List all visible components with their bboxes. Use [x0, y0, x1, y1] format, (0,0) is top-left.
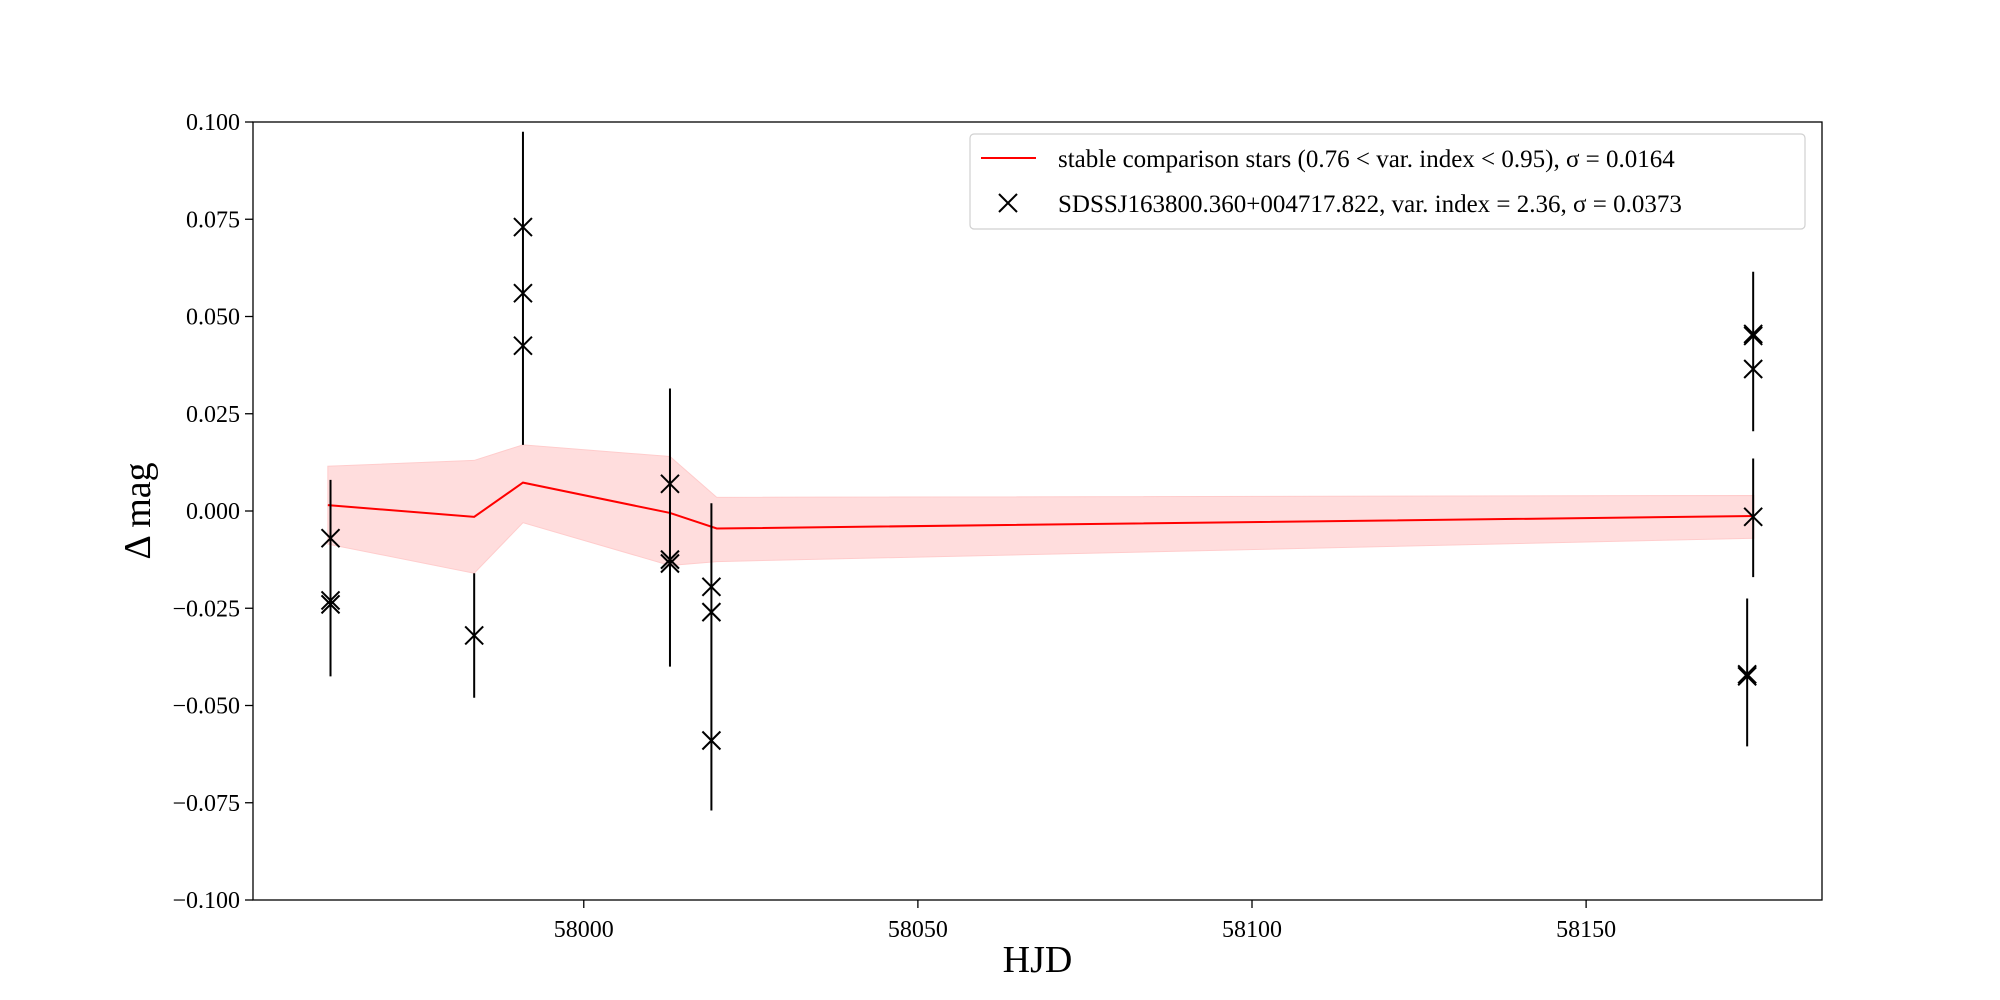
marker-stroke	[660, 549, 680, 570]
marker-stroke	[320, 594, 341, 615]
marker-stroke	[1743, 359, 1763, 379]
marker-stroke	[701, 730, 722, 751]
data-point	[320, 528, 341, 548]
y-tick-label: −0.075	[172, 791, 240, 817]
y-tick-label: −0.025	[172, 596, 240, 622]
x-tick-label: 58000	[554, 917, 614, 943]
marker-stroke	[701, 602, 722, 622]
legend-marker	[998, 193, 1018, 213]
axis-ticks: 0.100 0.075 0.050 0.025 0.000 −0.025 −0.050 −0.…	[172, 110, 1616, 943]
y-tick-label: −0.100	[172, 888, 240, 914]
marker-stroke	[1743, 507, 1763, 527]
data-point	[1743, 507, 1763, 527]
legend-entry-target-star: SDSSJ163800.360+004717.822, var. index =…	[1058, 191, 1682, 218]
data-point	[1743, 324, 1763, 344]
data-point	[513, 283, 533, 303]
marker-stroke	[320, 590, 341, 611]
legend-box	[969, 133, 1806, 230]
x-tick-label: 58050	[888, 917, 948, 943]
data-point	[320, 594, 341, 615]
data-point	[701, 577, 722, 597]
legend-marker-swatch	[998, 193, 1018, 213]
x-axis-label: HJD	[1003, 939, 1073, 981]
data-point	[1743, 359, 1763, 379]
marker-stroke	[513, 335, 533, 356]
marker-stroke	[464, 625, 484, 646]
y-tick-label: 0.050	[186, 305, 240, 331]
data-point	[513, 335, 533, 356]
data-point	[1743, 326, 1763, 346]
marker-stroke	[701, 577, 722, 597]
y-tick-label: −0.050	[172, 694, 240, 720]
data-point	[1737, 664, 1757, 685]
y-tick-label: 0.075	[186, 207, 240, 233]
data-point	[701, 602, 722, 622]
data-point	[701, 730, 722, 751]
x-tick-label: 58150	[1556, 917, 1616, 943]
y-tick-label: 0.025	[186, 402, 240, 428]
marker-stroke	[513, 217, 533, 237]
data-point	[660, 549, 680, 570]
legend: stable comparison stars (0.76 < var. ind…	[969, 133, 1806, 230]
comparison-band	[327, 444, 1755, 574]
marker-stroke	[660, 474, 680, 494]
marker-stroke	[513, 283, 533, 303]
marker-stroke	[998, 193, 1018, 213]
marker-stroke	[1737, 664, 1757, 685]
comparison-line	[327, 481, 1754, 530]
marker-stroke	[320, 528, 341, 548]
y-tick-label: 0.100	[186, 110, 240, 136]
marker-stroke	[1743, 326, 1763, 346]
marker-stroke	[1743, 324, 1763, 344]
marker-stroke	[1737, 666, 1757, 687]
data-point	[660, 553, 680, 574]
data-point	[320, 590, 341, 611]
data-point	[464, 625, 484, 646]
data-point	[660, 474, 680, 494]
x-tick-label: 58100	[1222, 917, 1282, 943]
data-point	[513, 217, 533, 237]
marker-stroke	[660, 553, 680, 574]
legend-entry-comparison-stars: stable comparison stars (0.76 < var. ind…	[1058, 146, 1675, 173]
y-tick-label: 0.000	[186, 499, 240, 525]
y-axis-label: Δ mag	[117, 462, 159, 559]
plot-area	[320, 131, 1763, 811]
data-point	[1737, 666, 1757, 687]
